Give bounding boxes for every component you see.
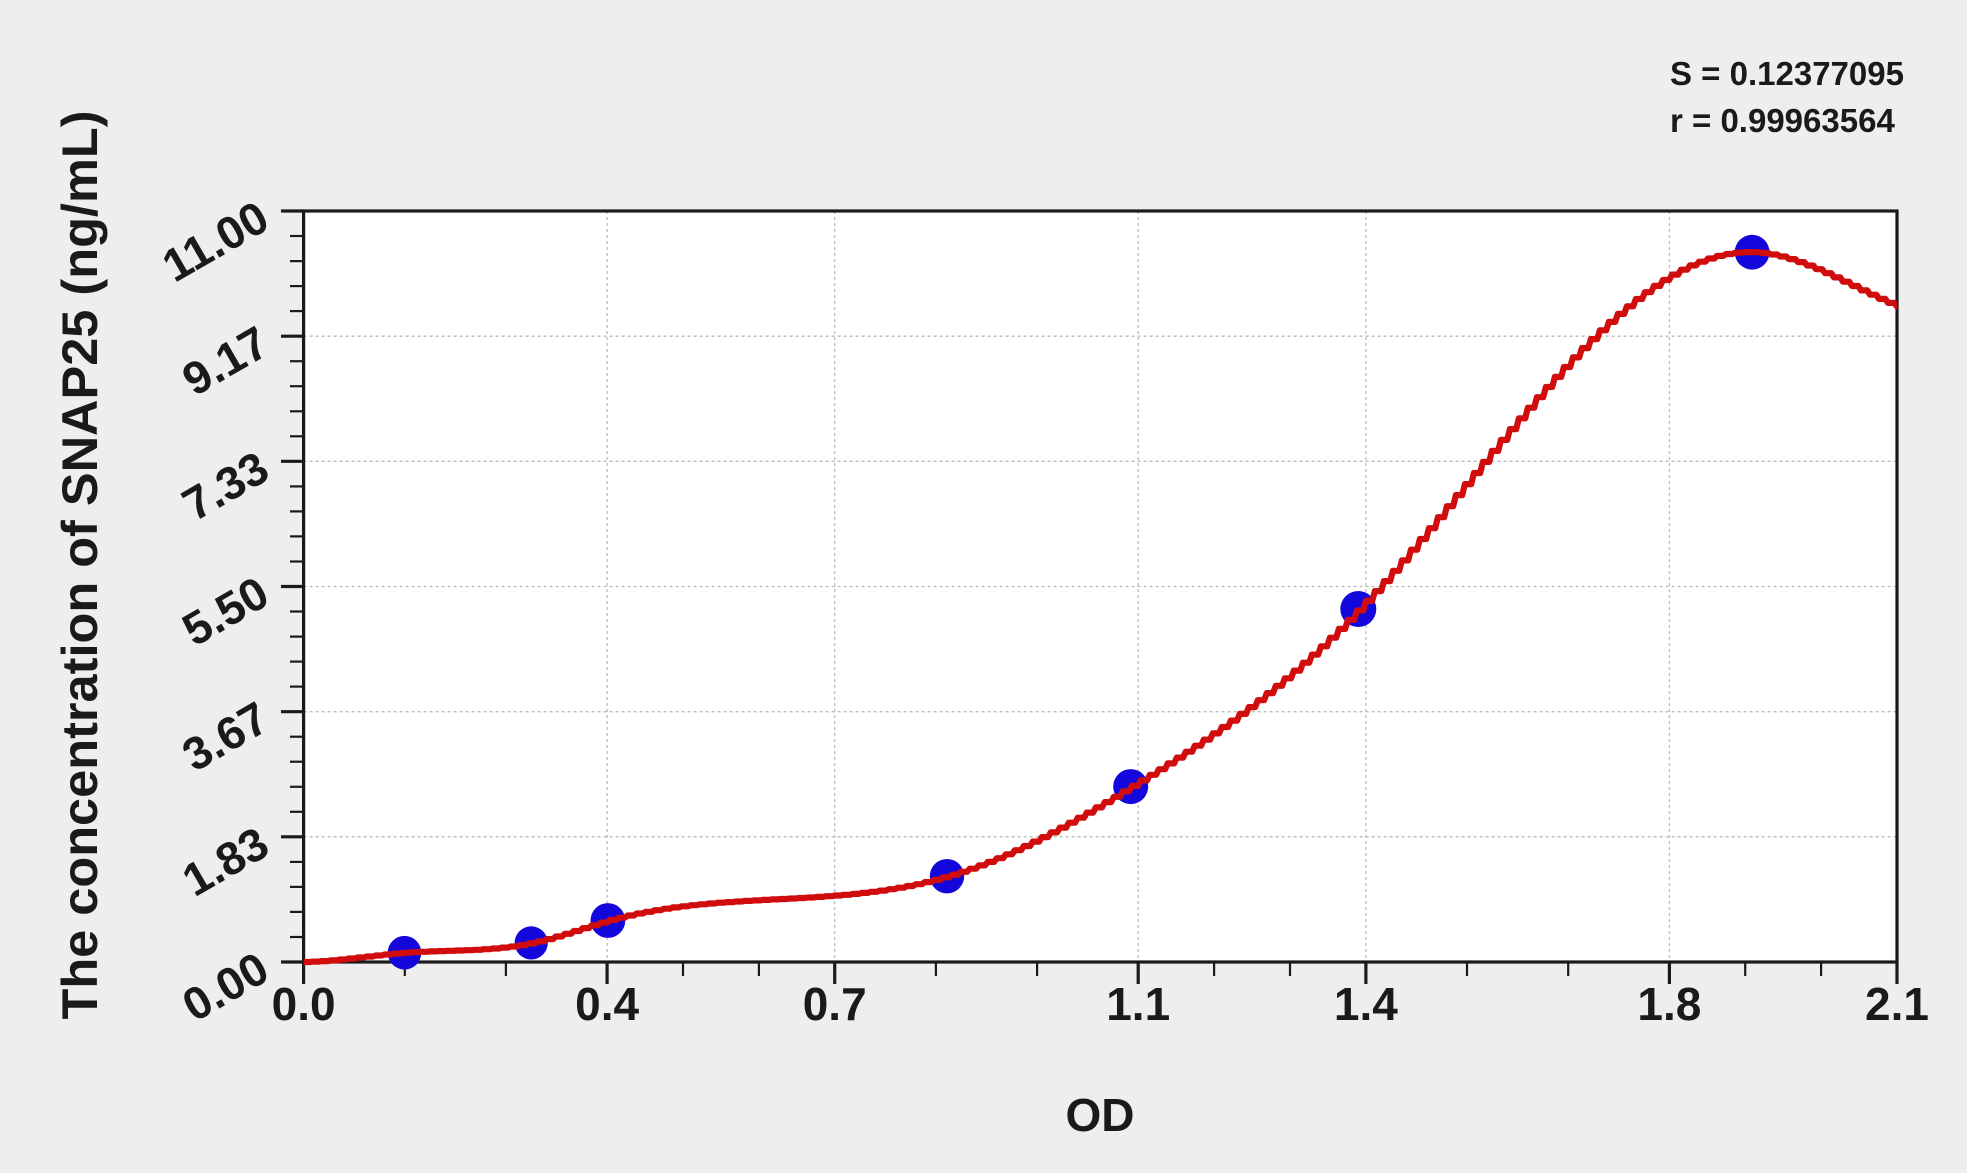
svg-text:9.17: 9.17 xyxy=(173,316,277,406)
svg-text:3.67: 3.67 xyxy=(173,691,277,781)
svg-text:5.50: 5.50 xyxy=(173,566,277,656)
svg-text:1.83: 1.83 xyxy=(173,816,277,906)
svg-text:OD: OD xyxy=(1066,1089,1135,1141)
svg-text:S = 0.12377095: S = 0.12377095 xyxy=(1670,55,1904,92)
svg-text:7.33: 7.33 xyxy=(173,441,277,531)
svg-text:11.00: 11.00 xyxy=(154,191,277,292)
svg-text:0.4: 0.4 xyxy=(575,978,639,1030)
svg-text:0.7: 0.7 xyxy=(803,978,867,1030)
svg-text:0.00: 0.00 xyxy=(173,942,277,1032)
svg-text:1.4: 1.4 xyxy=(1334,978,1398,1030)
svg-text:1.8: 1.8 xyxy=(1637,978,1701,1030)
svg-text:2.1: 2.1 xyxy=(1865,978,1929,1030)
svg-text:r = 0.99963564: r = 0.99963564 xyxy=(1670,102,1895,139)
svg-text:0.0: 0.0 xyxy=(272,978,336,1030)
svg-text:The concentration of SNAP25 (n: The concentration of SNAP25 (ng/mL) xyxy=(51,110,108,1019)
svg-text:1.1: 1.1 xyxy=(1106,978,1170,1030)
